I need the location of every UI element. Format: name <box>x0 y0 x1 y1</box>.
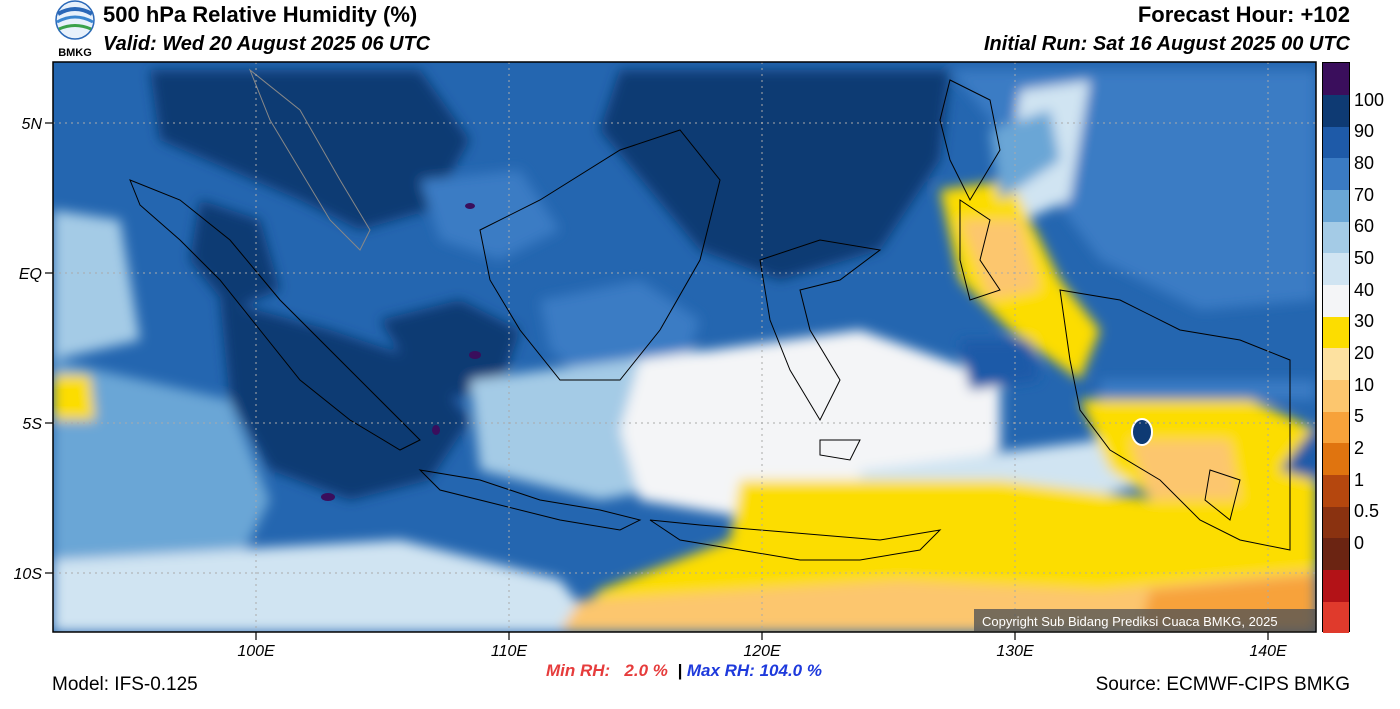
lat-label: EQ <box>19 266 42 283</box>
colorbar-label: 100 <box>1354 89 1385 110</box>
model-name: Model: IFS-0.125 <box>52 674 198 695</box>
colorbar-label: 80 <box>1354 153 1375 173</box>
colorbar-label: 70 <box>1354 184 1375 205</box>
colorbar-segment <box>1323 506 1349 539</box>
colorbar-segment <box>1323 411 1349 444</box>
colorbar-label: 60 <box>1354 216 1375 237</box>
colorbar-segment <box>1323 474 1349 507</box>
copyright-text: Copyright Sub Bidang Prediksi Cuaca BMKG… <box>982 614 1278 629</box>
lon-label: 110E <box>491 643 528 660</box>
colorbar-label: 90 <box>1354 121 1375 142</box>
min-rh-value: 2.0 % <box>624 661 668 680</box>
colorbar-segment <box>1323 379 1349 412</box>
colorbar-label: 1 <box>1354 469 1365 490</box>
lon-label: 120E <box>743 643 781 660</box>
max-rh-value: 104.0 % <box>759 661 822 680</box>
bmkg-logo: BMKG <box>55 0 95 58</box>
graticule <box>53 62 1316 632</box>
colorbar <box>1322 62 1350 634</box>
colorbar-label: 0 <box>1354 533 1365 553</box>
colorbar-segment <box>1323 94 1349 127</box>
lat-label: 5S <box>22 416 42 433</box>
colorbar-segment <box>1323 569 1349 602</box>
colorbar-segment <box>1323 253 1349 286</box>
colorbar-segment <box>1323 601 1349 634</box>
colorbar-segment <box>1323 126 1349 159</box>
lat-label: 10S <box>14 566 43 583</box>
humidity-field <box>53 62 1316 632</box>
map-frame <box>52 61 1317 633</box>
colorbar-label: 5 <box>1354 406 1365 427</box>
colorbar-label: 20 <box>1354 343 1375 363</box>
valid-time: Valid: Wed 20 August 2025 06 UTC <box>103 33 431 55</box>
colorbar-segment <box>1323 221 1349 254</box>
colorbar-segment <box>1323 348 1349 381</box>
forecast-hour: Forecast Hour: +102 <box>1137 2 1350 27</box>
lat-label: 5N <box>22 116 43 133</box>
colorbar-segment <box>1323 158 1349 191</box>
map-title: 500 hPa Relative Humidity (%) <box>103 2 418 27</box>
colorbar-segment <box>1323 443 1349 476</box>
colorbar-segment <box>1323 316 1349 349</box>
initial-run: Initial Run: Sat 16 August 2025 00 UTC <box>983 33 1350 55</box>
lon-label: 130E <box>996 643 1034 660</box>
colorbar-label: 0.5 <box>1354 501 1380 522</box>
coastlines <box>129 68 1291 561</box>
max-rh-label: Max RH: <box>686 661 755 680</box>
lon-label: 140E <box>1249 643 1287 660</box>
colorbar-label: 40 <box>1354 279 1375 300</box>
min-rh-label: Min RH: <box>546 661 611 680</box>
colorbar-label: 50 <box>1354 248 1375 268</box>
colorbar-segment <box>1323 63 1349 96</box>
rh-stats: Min RH: 2.0 % | Max RH: 104.0 % <box>546 661 822 681</box>
colorbar-segment <box>1323 284 1349 317</box>
colorbar-segment <box>1323 538 1349 571</box>
colorbar-label: 2 <box>1354 438 1365 458</box>
colorbar-label: 10 <box>1354 374 1375 395</box>
copyright-box <box>974 609 1315 631</box>
colorbar-segment <box>1323 189 1349 222</box>
colorbar-label: 30 <box>1354 311 1375 332</box>
stats-separator: | <box>677 661 683 680</box>
lon-label: 100E <box>237 643 275 660</box>
data-source: Source: ECMWF-CIPS BMKG <box>1095 674 1350 695</box>
logo-text: BMKG <box>58 47 92 58</box>
